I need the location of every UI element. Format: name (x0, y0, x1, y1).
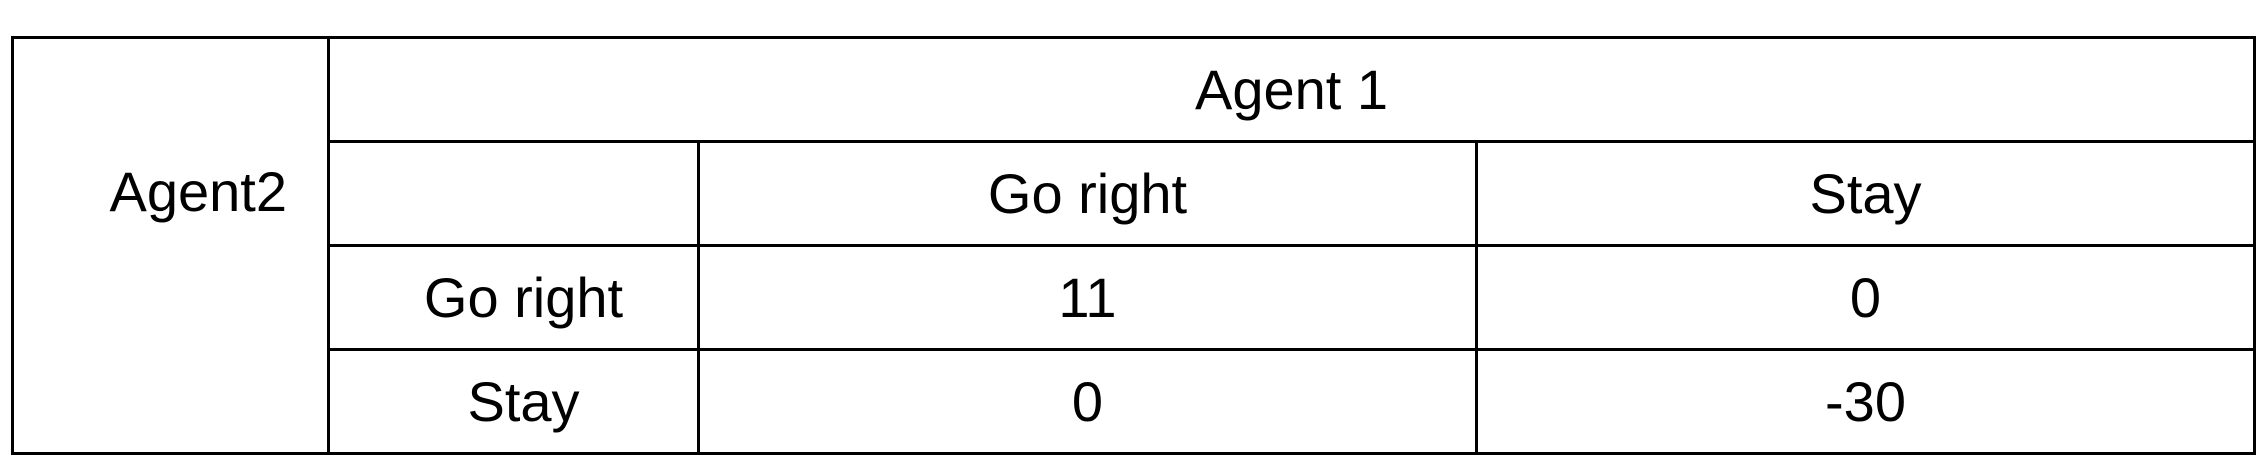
payoff-matrix-table: Agent 1 Agent2 Go right Stay Go right 11… (11, 36, 2257, 455)
column-action-go-right: Go right (697, 140, 1478, 247)
header-row-actions: Agent2 Go right Stay (11, 140, 2257, 455)
column-player-label: Agent 1 (326, 36, 2257, 143)
row-action-stay: Stay (327, 348, 700, 455)
row-player-label: Agent2 (109, 159, 288, 223)
payoff-cell: 0 (1474, 244, 2257, 351)
row-action-go-right: Go right (327, 244, 700, 351)
table-row: Stay 0 -30 (13, 348, 2257, 455)
payoff-cell: 0 (697, 348, 1478, 455)
payoff-cell: -30 (1474, 348, 2257, 455)
payoff-cell: 11 (697, 244, 1478, 351)
table-row: Go right 11 0 (13, 244, 2257, 351)
row-player-label-cell: Agent2 (11, 141, 330, 455)
column-action-stay: Stay (1474, 140, 2257, 247)
action-corner-cell (327, 140, 700, 247)
header-row-column-player: Agent 1 (11, 36, 2257, 143)
corner-cell (11, 36, 330, 142)
